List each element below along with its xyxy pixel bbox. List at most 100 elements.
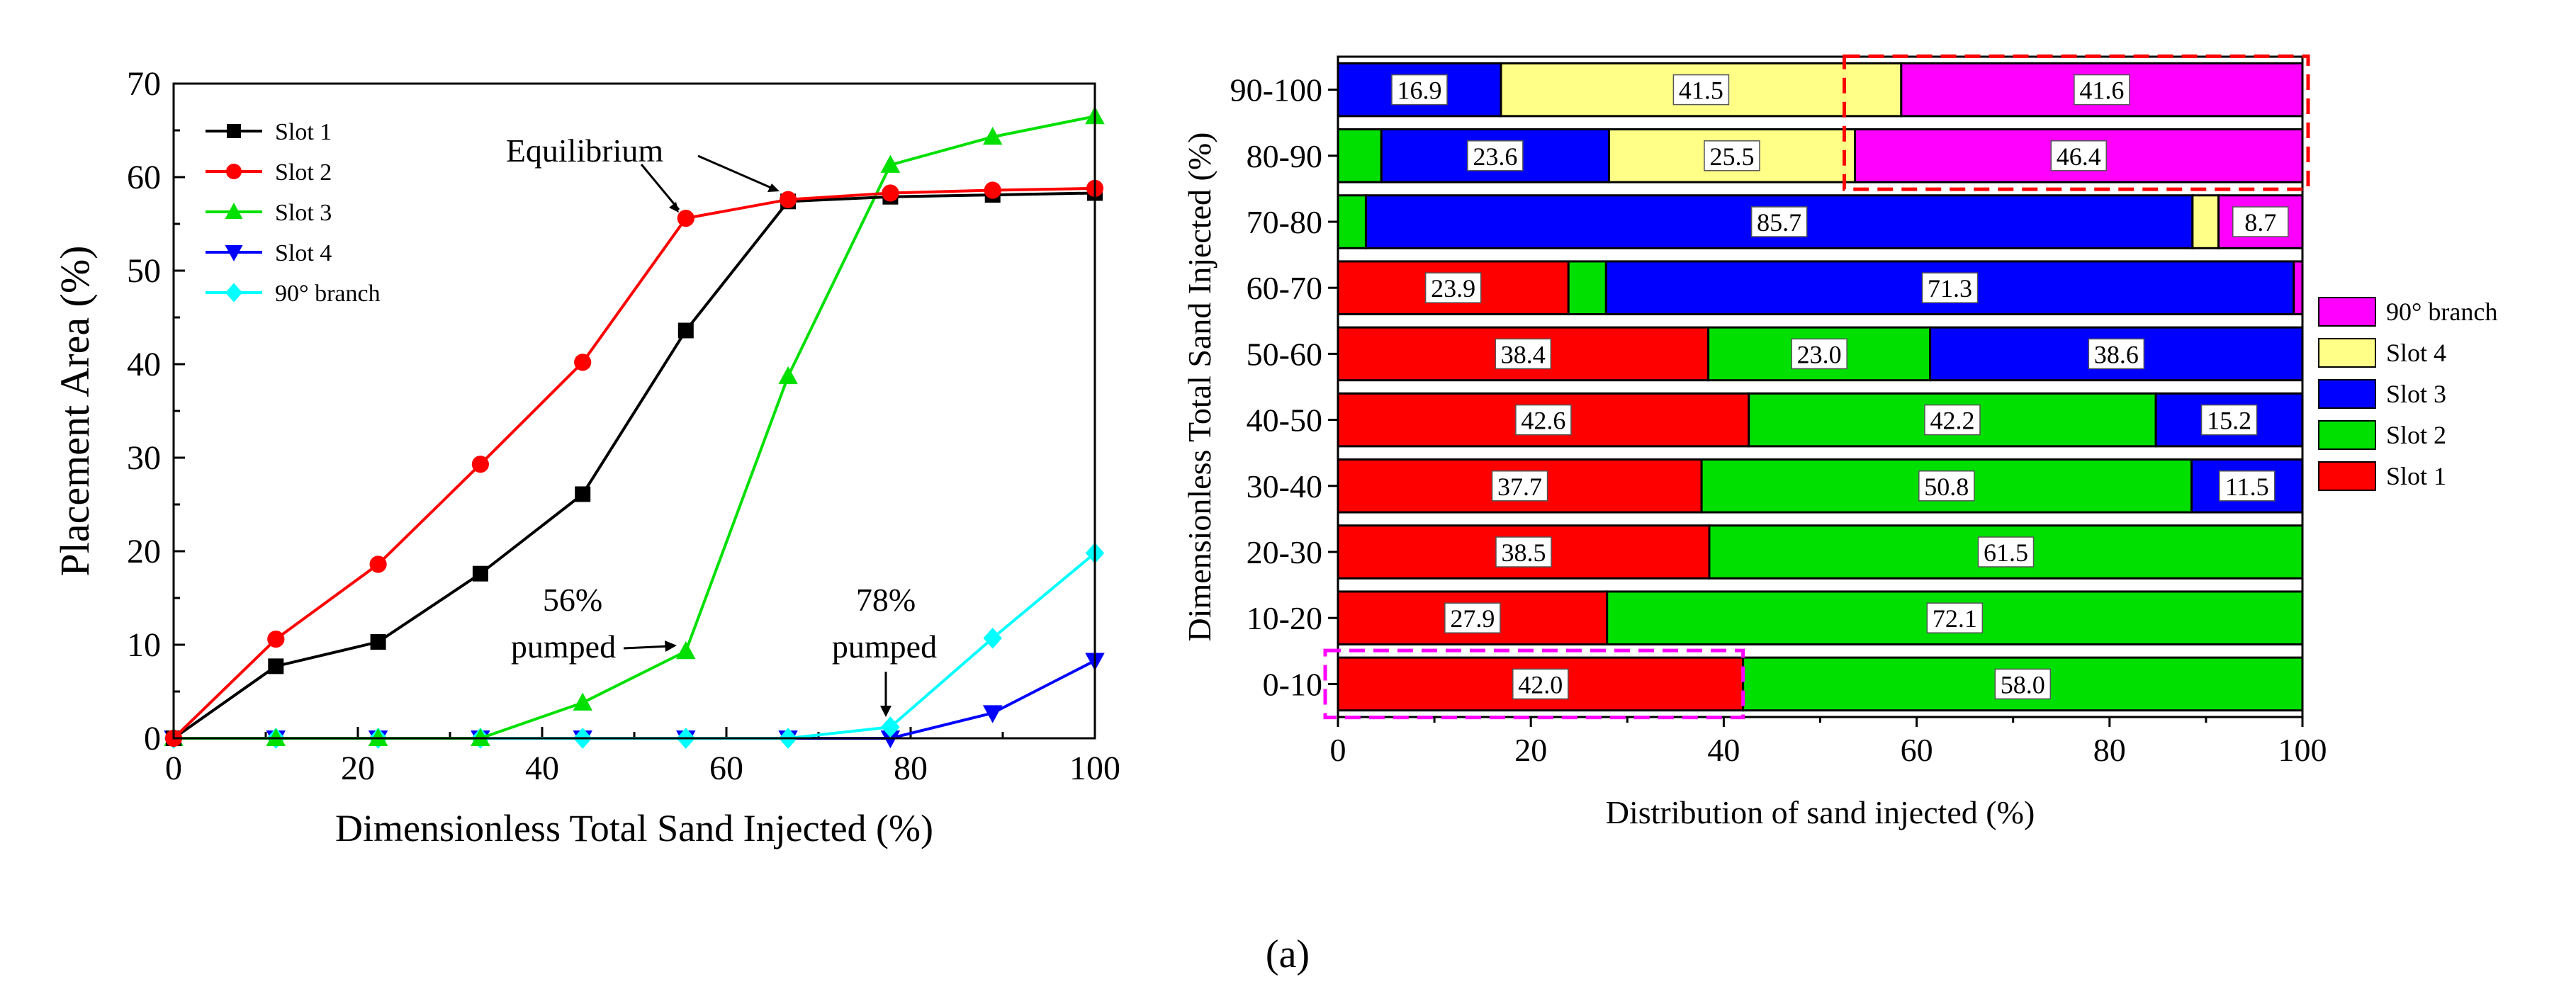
legend-marker-slot-4: [225, 245, 243, 261]
x-tick-label-100: 100: [2278, 732, 2327, 768]
data-label-80-90-slot-3: 23.6: [1467, 140, 1524, 171]
data-label-text: 41.5: [1679, 77, 1723, 105]
y-tick-label-0-10: 0-10: [1263, 666, 1322, 702]
data-label-10-20-slot-2: 72.1: [1926, 602, 1984, 633]
annotation-56-line2: pumped: [511, 628, 616, 665]
y-tick-label-20: 20: [127, 533, 161, 570]
data-label-bg: [2050, 140, 2107, 171]
annotation-78-line2: pumped: [832, 628, 937, 665]
annotation-56-arrowhead: [665, 640, 677, 652]
data-label-text: 23.0: [1797, 340, 1842, 368]
legend-marker-slot-3: [225, 203, 243, 219]
y-tick-label-20-30: 20-30: [1247, 534, 1322, 570]
data-label-bg: [2200, 404, 2258, 436]
y-tick-label-60: 60: [127, 159, 161, 196]
data-label-bg: [1926, 602, 1984, 633]
legend-swatch: [2318, 297, 2376, 327]
legend-entry-slot-4: Slot 4: [206, 240, 332, 266]
bar-chart-highlights: [1323, 54, 2310, 720]
data-label-10-20-slot-1: 27.9: [1444, 602, 1501, 633]
x-tick-label-20: 20: [341, 750, 375, 787]
data-point-slot-3: [778, 366, 798, 385]
x-tick-label-60: 60: [1901, 732, 1933, 768]
line-chart: 0 20 40 60 80 100 0 10 20 30 40 50 60 70 Dimensionles…: [52, 65, 1120, 850]
y-tick-label-10: 10: [127, 626, 161, 664]
series-line-slot-2: [172, 186, 1096, 740]
figure-caption: (a): [1266, 932, 1310, 976]
data-label-bg: [1495, 338, 1552, 370]
line-chart-ticks: 0 20 40 60 80 100 0 10 20 30 40 50 60 70: [127, 65, 1120, 787]
bar-segment-90-branch: [2293, 260, 2304, 315]
data-label-20-30-slot-1: 38.5: [1495, 536, 1552, 568]
annotation-equilibrium-arrowhead-right: [767, 184, 780, 192]
series-line-slot-4: [174, 659, 1096, 740]
data-point-slot-3: [676, 640, 696, 660]
legend-label: Slot 4: [275, 240, 332, 266]
legend-label: Slot 3: [275, 200, 332, 226]
data-label-bg: [1467, 140, 1524, 171]
data-label-bg: [2074, 74, 2130, 106]
x-tick-label-80: 80: [2093, 732, 2126, 768]
x-tick-label-60: 60: [709, 750, 743, 787]
data-label-0-10-slot-2: 58.0: [1994, 668, 2052, 700]
annotation-equilibrium: Equilibrium: [506, 132, 664, 169]
legend-marker-slot-1: [227, 124, 241, 138]
data-label-text: 61.5: [1984, 538, 2028, 567]
bar-group-20-30: [1337, 524, 2304, 580]
data-point-slot-1: [677, 322, 694, 339]
legend-marker-slot-2: [226, 164, 242, 179]
x-tick-label-80: 80: [894, 750, 928, 787]
data-label-bg: [1424, 272, 1482, 303]
data-label-60-70-slot-3: 71.3: [1921, 272, 1979, 303]
y-tick-label-10-20: 10-20: [1247, 600, 1322, 636]
bar-group-90-100: [1337, 62, 2304, 118]
data-label-20-30-slot-2: 61.5: [1977, 536, 2035, 568]
legend-entry-slot-1: Slot 1: [206, 119, 332, 145]
x-tick-label-0: 0: [165, 750, 182, 787]
data-label-bg: [1491, 470, 1548, 502]
y-tick-label-0: 0: [144, 720, 161, 757]
data-label-70-80-90-branch: 8.7: [2232, 206, 2289, 237]
series-slot-2: [164, 179, 1104, 747]
data-label-bg: [1704, 140, 1760, 171]
data-label-bg: [1672, 74, 1730, 106]
bar-chart-ticks: 0-10 10-20 20-30 30-40 40-50 50-60 60-70 70-80 8…: [1230, 72, 2327, 768]
data-label-text: 50.8: [1924, 473, 1969, 501]
data-label-bg: [2088, 338, 2145, 370]
bar-chart-bars: [1337, 62, 2304, 712]
series-slot-1: [166, 185, 1103, 746]
legend-label: Slot 1: [275, 119, 332, 145]
data-label-0-10-slot-1: 42.0: [1512, 668, 1569, 700]
bar-segment-slot-4: [2191, 194, 2220, 249]
data-label-40-50-slot-3: 15.2: [2200, 404, 2258, 436]
data-label-text: 58.0: [2001, 670, 2045, 699]
line-chart-plot-frame: [172, 82, 1096, 740]
data-label-bg: [1515, 404, 1572, 436]
data-point-slot-1: [268, 658, 284, 675]
data-label-text: 71.3: [1928, 274, 1972, 303]
data-label-bg: [1391, 74, 1448, 106]
x-tick-label-40: 40: [525, 750, 559, 787]
y-tick-label-30-40: 30-40: [1247, 468, 1322, 504]
data-point-slot-3: [368, 728, 388, 746]
legend-entry-slot-2: Slot 2: [2318, 420, 2446, 450]
data-label-text: 85.7: [1757, 208, 1801, 237]
data-label-bg: [1924, 404, 1981, 436]
y-tick-label-70-80: 70-80: [1247, 204, 1322, 240]
y-tick-label-30: 30: [127, 439, 161, 477]
data-label-bg: [1994, 668, 2052, 700]
data-point-slot-3: [573, 692, 592, 711]
data-label-text: 25.5: [1709, 142, 1754, 171]
data-label-60-70-slot-1: 23.9: [1424, 272, 1482, 303]
bar-segment-slot-2: [1567, 260, 1607, 315]
bar-group-0-10: [1337, 656, 2304, 712]
data-point-slot-2: [984, 181, 1001, 199]
bar-segment-slot-2: [1748, 392, 2157, 448]
data-label-80-90-90-branch: 46.4: [2050, 140, 2107, 171]
data-point-slot-2: [780, 191, 797, 208]
bar-group-60-70: [1337, 260, 2304, 315]
x-tick-label-100: 100: [1069, 750, 1120, 787]
data-point-slot-3: [266, 728, 286, 746]
data-label-text: 16.9: [1397, 77, 1442, 105]
